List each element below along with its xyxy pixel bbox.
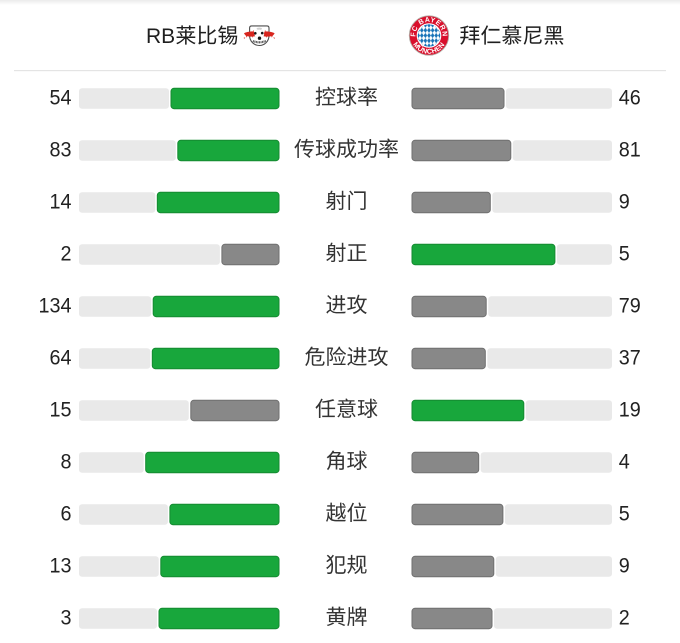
- svg-text:83: 83: [50, 138, 72, 161]
- svg-text:13: 13: [50, 554, 72, 577]
- svg-text:134: 134: [39, 294, 72, 317]
- svg-text:2: 2: [619, 606, 630, 629]
- svg-text:5: 5: [619, 502, 630, 525]
- svg-text:46: 46: [619, 86, 641, 109]
- svg-text:54: 54: [50, 86, 72, 109]
- svg-text:37: 37: [619, 346, 641, 369]
- svg-text:15: 15: [50, 398, 72, 421]
- svg-text:3: 3: [61, 606, 72, 629]
- svg-text:14: 14: [50, 190, 72, 213]
- svg-text:6: 6: [61, 502, 72, 525]
- svg-text:64: 64: [50, 346, 72, 369]
- svg-text:9: 9: [619, 554, 630, 577]
- svg-text:5: 5: [619, 242, 630, 265]
- svg-text:19: 19: [619, 398, 641, 421]
- svg-text:8: 8: [61, 450, 72, 473]
- svg-text:4: 4: [619, 450, 630, 473]
- svg-text:81: 81: [619, 138, 641, 161]
- svg-text:2: 2: [61, 242, 72, 265]
- svg-text:RB: RB: [146, 25, 175, 48]
- svg-text:79: 79: [619, 294, 641, 317]
- svg-text:9: 9: [619, 190, 630, 213]
